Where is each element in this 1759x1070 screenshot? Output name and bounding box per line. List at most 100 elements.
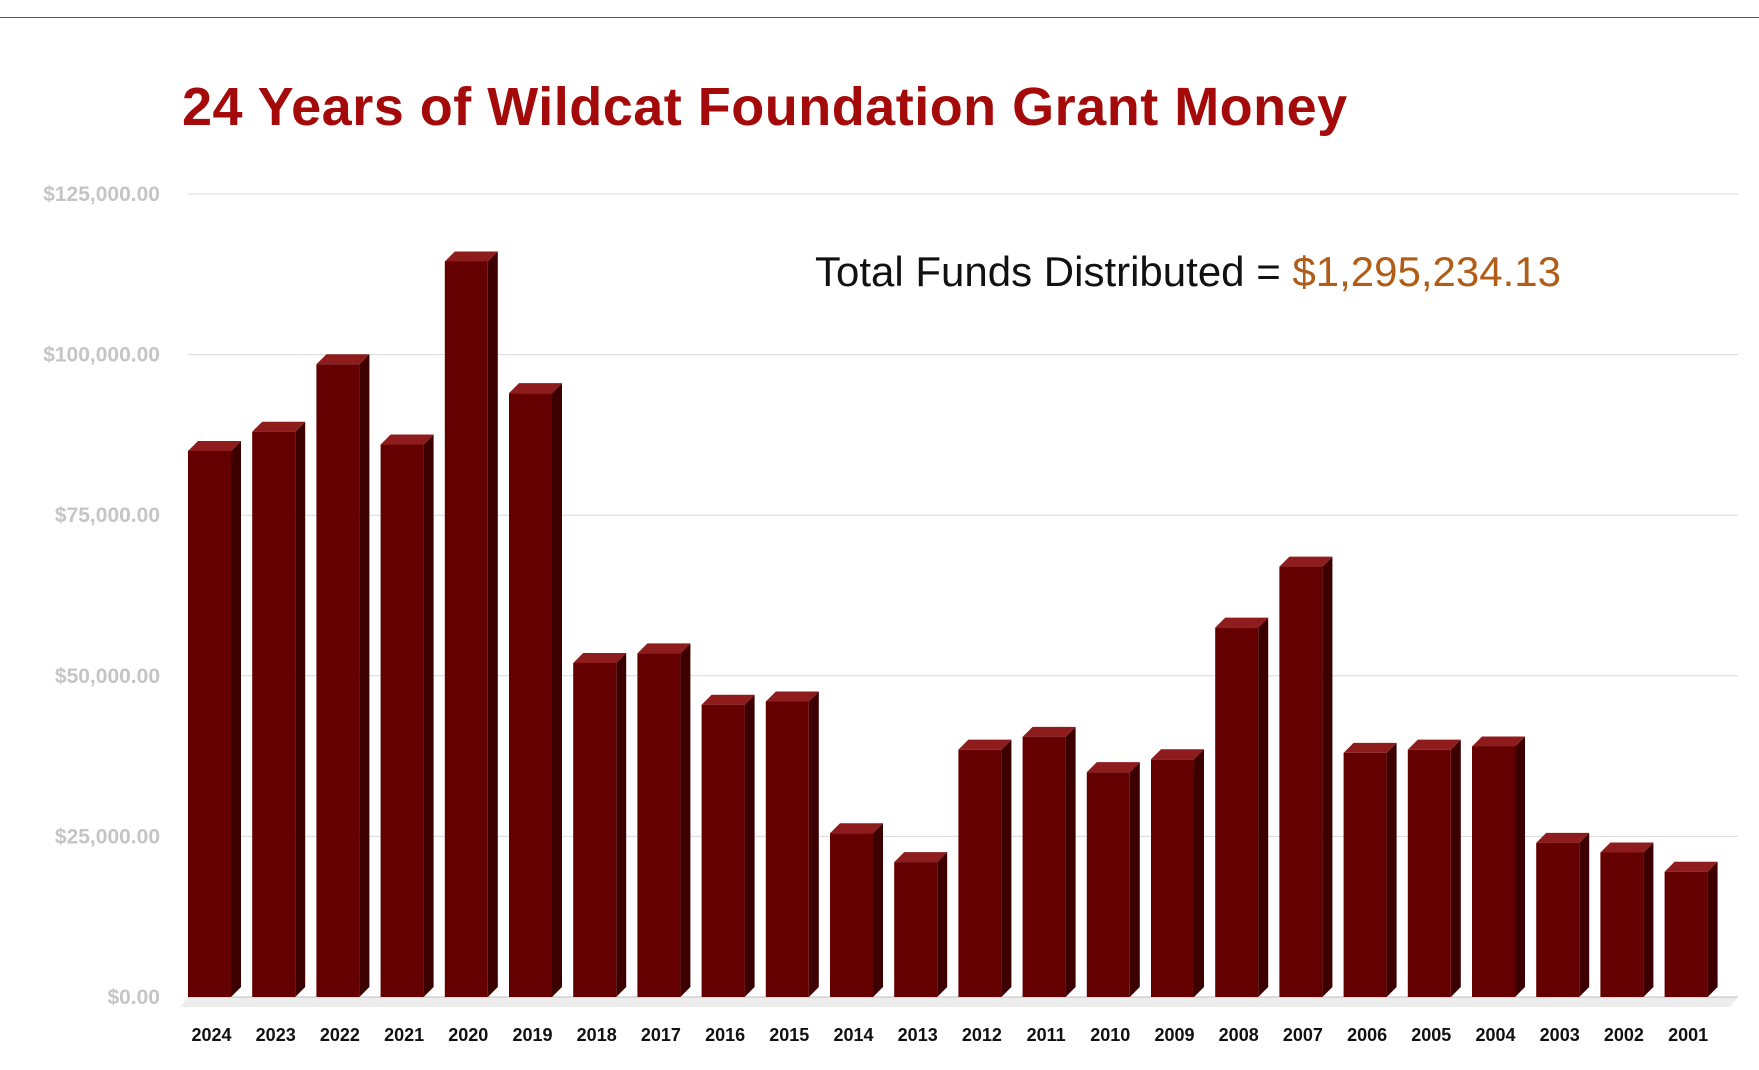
- bar-side-face: [1707, 861, 1718, 997]
- x-tick-label: 2023: [256, 1025, 296, 1045]
- bar-side-face: [1643, 842, 1654, 997]
- bar-top-face: [509, 383, 562, 394]
- bar-front-face: [1407, 749, 1451, 997]
- bar-front-face: [1279, 566, 1323, 997]
- bar-top-face: [958, 739, 1012, 750]
- chart-floor: [180, 996, 1738, 1007]
- bar-front-face: [509, 393, 552, 997]
- bar-2002: [1600, 842, 1654, 997]
- bar-top-face: [637, 643, 691, 654]
- bar-front-face: [765, 701, 809, 997]
- y-tick-label: $125,000.00: [43, 183, 160, 206]
- bar-top-face: [1536, 832, 1590, 843]
- bar-front-face: [1151, 759, 1194, 997]
- bar-top-face: [444, 251, 498, 262]
- bar-side-face: [744, 694, 755, 997]
- x-tick-label: 2011: [1027, 1025, 1066, 1045]
- x-tick-label: 2004: [1475, 1025, 1515, 1045]
- y-axis-ticks: $0.00 $25,000.00 $50,000.00 $75,000.00 $100,…: [43, 183, 160, 1009]
- total-funds-value: $1,295,234.13: [1292, 248, 1561, 295]
- bar-side-face: [1129, 762, 1140, 997]
- bar-front-face: [380, 444, 424, 997]
- bar-front-face: [1600, 852, 1644, 997]
- bar-top-face: [830, 823, 883, 834]
- bar-side-face: [808, 691, 819, 997]
- x-tick-label: 2022: [320, 1025, 360, 1045]
- x-tick-label: 2021: [384, 1025, 424, 1045]
- x-axis-ticks: 2024 2023 2022 2021 2020 2019 2018 2017 2016 2015…: [191, 1025, 1708, 1045]
- bar-top-face: [1215, 617, 1269, 628]
- bar-top-face: [765, 691, 819, 702]
- x-tick-label: 2008: [1219, 1025, 1259, 1045]
- bar-side-face: [937, 852, 948, 997]
- bar-top-face: [252, 421, 306, 432]
- x-tick-label: 2003: [1540, 1025, 1580, 1045]
- x-tick-label: 2019: [512, 1025, 552, 1045]
- bar-2014: [830, 823, 883, 997]
- x-tick-label: 2010: [1090, 1025, 1130, 1045]
- bar-2018: [573, 652, 627, 997]
- bar-top-face: [1022, 726, 1076, 737]
- bar-front-face: [444, 261, 488, 997]
- bar-side-face: [359, 354, 370, 998]
- x-tick-label: 2006: [1347, 1025, 1387, 1045]
- bar-side-face: [1322, 556, 1333, 997]
- bar-side-face: [1065, 726, 1076, 997]
- bar-front-face: [830, 833, 873, 997]
- bar-top-face: [188, 440, 241, 451]
- bar-side-face: [1001, 739, 1012, 997]
- bar-front-face: [1536, 842, 1580, 997]
- x-tick-label: 2013: [898, 1025, 938, 1045]
- bar-2004: [1472, 736, 1525, 997]
- bar-top-face: [1472, 736, 1525, 747]
- bar-top-face: [894, 852, 948, 863]
- total-funds-annotation: Total Funds Distributed = $1,295,234.13: [815, 248, 1561, 296]
- bar-2008: [1215, 617, 1269, 997]
- bar-front-face: [894, 862, 938, 997]
- bar-side-face: [873, 823, 883, 997]
- x-tick-label: 2016: [705, 1025, 745, 1045]
- x-tick-label: 2001: [1668, 1025, 1708, 1045]
- bar-top-face: [316, 354, 370, 365]
- x-tick-label: 2012: [962, 1025, 1002, 1045]
- bar-side-face: [423, 434, 434, 997]
- bar-2020: [444, 251, 498, 997]
- bar-side-face: [552, 383, 562, 997]
- y-tick-label: $0.00: [107, 986, 160, 1009]
- bar-top-face: [1664, 861, 1718, 872]
- bar-side-face: [1515, 736, 1525, 997]
- bar-front-face: [1664, 871, 1708, 997]
- bar-top-face: [1086, 762, 1140, 773]
- bar-2003: [1536, 832, 1590, 997]
- x-tick-label: 2018: [577, 1025, 617, 1045]
- x-tick-label: 2015: [769, 1025, 809, 1045]
- bar-side-face: [616, 652, 627, 997]
- y-tick-label: $100,000.00: [43, 344, 160, 367]
- bar-front-face: [1343, 752, 1387, 997]
- bar-front-face: [637, 653, 681, 997]
- bar-side-face: [680, 643, 691, 997]
- bar-top-face: [1279, 556, 1333, 567]
- x-tick-label: 2007: [1283, 1025, 1323, 1045]
- bar-2021: [380, 434, 434, 997]
- bar-2015: [765, 691, 819, 997]
- x-tick-label: 2002: [1604, 1025, 1644, 1045]
- bar-2001: [1664, 861, 1718, 997]
- bars: [188, 251, 1718, 998]
- bar-front-face: [1215, 627, 1259, 997]
- bar-2024: [188, 440, 241, 998]
- bar-side-face: [1450, 739, 1461, 997]
- bar-2016: [701, 694, 755, 997]
- total-funds-label: Total Funds Distributed =: [815, 248, 1293, 295]
- bar-2006: [1343, 742, 1397, 997]
- x-tick-label: 2014: [833, 1025, 873, 1045]
- bar-2013: [894, 852, 948, 997]
- floor-plane: [180, 997, 1738, 1007]
- bar-front-face: [1086, 772, 1130, 997]
- bar-side-face: [295, 421, 306, 997]
- bar-front-face: [316, 364, 360, 998]
- bar-2017: [637, 643, 691, 997]
- bar-front-face: [573, 662, 617, 997]
- x-tick-label: 2024: [191, 1025, 231, 1045]
